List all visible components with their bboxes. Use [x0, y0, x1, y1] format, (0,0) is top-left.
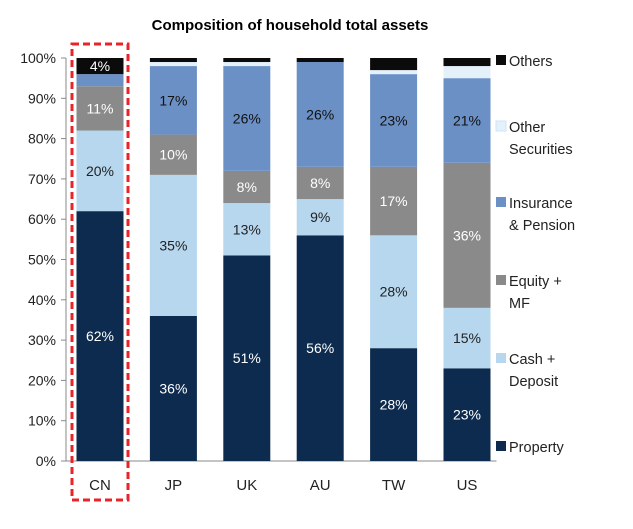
- bar-segment: [296, 62, 344, 167]
- y-tick-label: 30%: [28, 332, 56, 348]
- y-tick-label: 20%: [28, 372, 56, 388]
- legend-swatch: [496, 275, 506, 285]
- y-tick-label: 10%: [28, 413, 56, 429]
- legend-label: Insurance: [509, 196, 573, 212]
- legend-label: Property: [509, 440, 565, 456]
- bar-segment: [443, 58, 491, 67]
- y-tick-label: 60%: [28, 211, 56, 227]
- bar-segment: [223, 62, 271, 67]
- x-tick-label: US: [457, 477, 478, 494]
- bars: 62% 20% 11% 4% 36% 35% 10% 17% 51% 13% 8% 26% 56% 9% 8…: [70, 42, 491, 502]
- bar-segment: [370, 74, 418, 167]
- bar-value-label: 4%: [90, 58, 110, 74]
- bar-segment: [370, 166, 418, 236]
- y-tick-label: 100%: [20, 50, 56, 66]
- bar-value-label: 23%: [380, 112, 408, 128]
- bar-segment: [370, 58, 418, 71]
- y-tick-label: 0%: [36, 453, 56, 469]
- legend-label: Other: [509, 120, 545, 136]
- bar-segment: [370, 235, 418, 349]
- bar-segment: [76, 130, 124, 212]
- bar-segment: [149, 66, 197, 135]
- bar-segment: [296, 166, 344, 200]
- x-tick-label: AU: [310, 477, 331, 494]
- bar-value-label: 17%: [380, 193, 408, 209]
- legend-label: Securities: [509, 142, 573, 158]
- x-tick-label: UK: [236, 477, 257, 494]
- bar-value-label: 23%: [453, 407, 481, 423]
- y-tick-label: 40%: [28, 292, 56, 308]
- legend-swatch: [496, 197, 506, 207]
- bar-segment: [443, 368, 491, 461]
- x-axis: CN JP UK AU TW US: [89, 477, 477, 494]
- legend: Others Other Securities Insurance & Pension E…: [495, 54, 575, 456]
- highlight-box: [70, 42, 130, 502]
- bar-value-label: 13%: [233, 221, 261, 237]
- legend-swatch: [496, 55, 506, 65]
- bar-segment: [149, 134, 197, 175]
- bar-segment: [223, 66, 271, 171]
- bar-segment: [149, 174, 197, 316]
- legend-label: Cash +: [509, 352, 555, 368]
- bar-segment: [443, 78, 491, 163]
- bar-segment: [296, 58, 344, 63]
- legend-swatch: [496, 441, 506, 451]
- x-tick-label: TW: [382, 477, 406, 494]
- y-tick-label: 80%: [28, 131, 56, 147]
- bar-value-label: 11%: [87, 100, 114, 116]
- y-axis: 0% 10% 20% 30% 40% 50% 60% 70% 80% 90% 100%: [20, 50, 497, 469]
- bar-value-label: 35%: [159, 237, 187, 253]
- bar-value-label: 15%: [453, 330, 481, 346]
- legend-swatch: [496, 353, 506, 363]
- bar-value-label: 28%: [380, 284, 408, 300]
- bar-value-label: 9%: [310, 209, 330, 225]
- legend-label: Others: [509, 54, 553, 70]
- bar-value-label: 36%: [453, 227, 481, 243]
- bar-segment: [149, 58, 197, 63]
- bar-value-label: 26%: [306, 106, 334, 122]
- legend-label: & Pension: [509, 218, 575, 234]
- bar-segment: [149, 62, 197, 67]
- legend-label: Deposit: [509, 374, 558, 390]
- bar-value-label: 62%: [86, 328, 114, 344]
- x-tick-label: JP: [165, 477, 183, 494]
- bar-value-label: 21%: [453, 112, 481, 128]
- bar-segment: [223, 170, 271, 204]
- bar-segment: [443, 307, 491, 369]
- chart-title: Composition of household total assets: [152, 17, 429, 34]
- bar-segment: [223, 203, 271, 256]
- bar-segment: [296, 199, 344, 236]
- x-tick-label: CN: [89, 477, 111, 494]
- bar-segment: [443, 66, 491, 79]
- y-tick-label: 70%: [28, 171, 56, 187]
- bar-segment: [223, 58, 271, 63]
- y-tick-label: 50%: [28, 252, 56, 268]
- bar-value-label: 8%: [310, 175, 330, 191]
- legend-label: Equity +: [509, 274, 562, 290]
- bar-value-label: 8%: [237, 179, 257, 195]
- bar-segment: [296, 235, 344, 461]
- bar-value-label: 26%: [233, 110, 261, 126]
- bar-value-label: 10%: [159, 147, 187, 163]
- bar-segment: [443, 162, 491, 308]
- bar-segment: [370, 348, 418, 461]
- bar-segment: [76, 211, 124, 461]
- bar-value-label: 20%: [86, 163, 114, 179]
- bar-value-label: 28%: [380, 397, 408, 413]
- legend-label: MF: [509, 296, 530, 312]
- bar-value-label: 51%: [233, 350, 261, 366]
- bar-segment: [149, 315, 197, 461]
- legend-swatch: [495, 120, 507, 132]
- bar-segment: [76, 86, 124, 131]
- bar-segment: [76, 58, 124, 75]
- bar-value-label: 56%: [306, 340, 334, 356]
- bar-segment: [370, 70, 418, 75]
- y-tick-label: 90%: [28, 90, 56, 106]
- bar-segment: [223, 255, 271, 461]
- bar-segment: [76, 74, 124, 87]
- bar-value-label: 17%: [159, 92, 187, 108]
- bar-value-label: 36%: [159, 380, 187, 396]
